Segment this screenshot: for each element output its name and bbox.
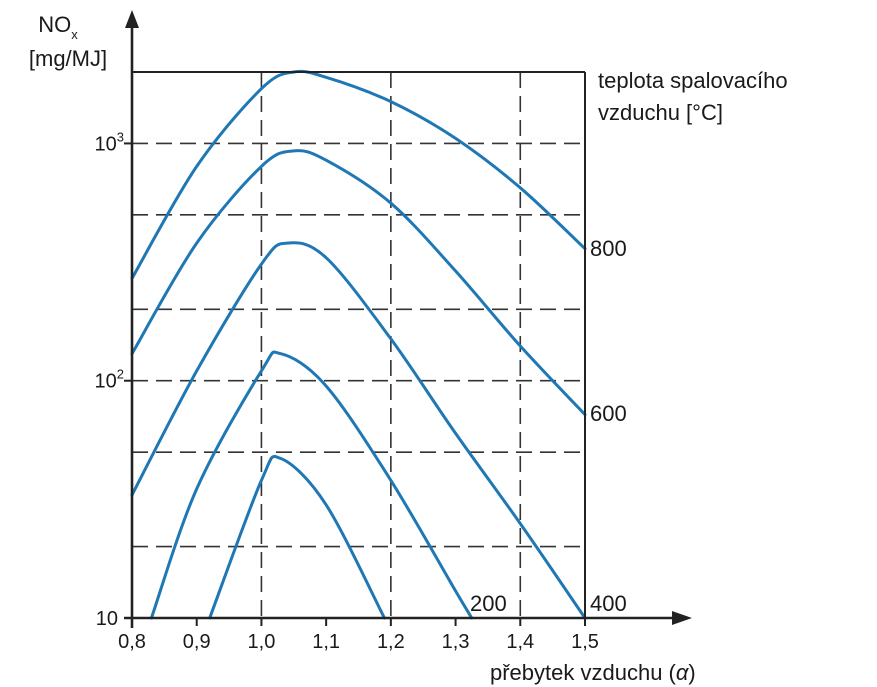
series-line-unnamed-2: [130, 241, 587, 620]
x-axis-title: přebytek vzduchu (α): [490, 660, 696, 685]
x-axis-arrow: [672, 611, 692, 625]
y-tick-label: 102: [95, 367, 124, 393]
y-axis-arrow: [125, 10, 139, 28]
x-tick-label: 1,2: [377, 631, 405, 653]
x-tick-label: 1,5: [571, 631, 599, 653]
y-axis-unit: [mg/MJ]: [29, 46, 107, 71]
x-tick-label: 1,1: [312, 631, 340, 653]
series-line-400: [208, 454, 386, 620]
x-tick-label: 1,4: [506, 631, 534, 653]
series-label-800: 800: [590, 236, 627, 261]
series-line-600: [130, 149, 587, 417]
series-label-400: 400: [590, 591, 627, 616]
y-tick-label: 103: [95, 129, 124, 155]
series-line-800: [130, 69, 587, 280]
x-tick-label: 1,3: [442, 631, 470, 653]
grid: [132, 72, 585, 618]
legend-title-line1: teplota spalovacího: [598, 68, 788, 93]
legend-title-line2: vzduchu [°C]: [598, 100, 723, 125]
x-tick-label: 1,0: [248, 631, 276, 653]
axes: 0,8 0,9 1,0 1,1 1,2 1,3 1,4 1,5 10 102 103: [95, 10, 692, 653]
series-line-200: [149, 350, 474, 620]
y-tick-label: 10: [96, 608, 118, 630]
y-axis-title: NOx: [38, 12, 78, 42]
x-tick-label: 0,8: [118, 631, 146, 653]
x-tick-label: 0,9: [183, 631, 211, 653]
series-group: 800 600 200 400: [130, 69, 627, 620]
series-label-200: 200: [470, 591, 507, 616]
series-label-600: 600: [590, 401, 627, 426]
